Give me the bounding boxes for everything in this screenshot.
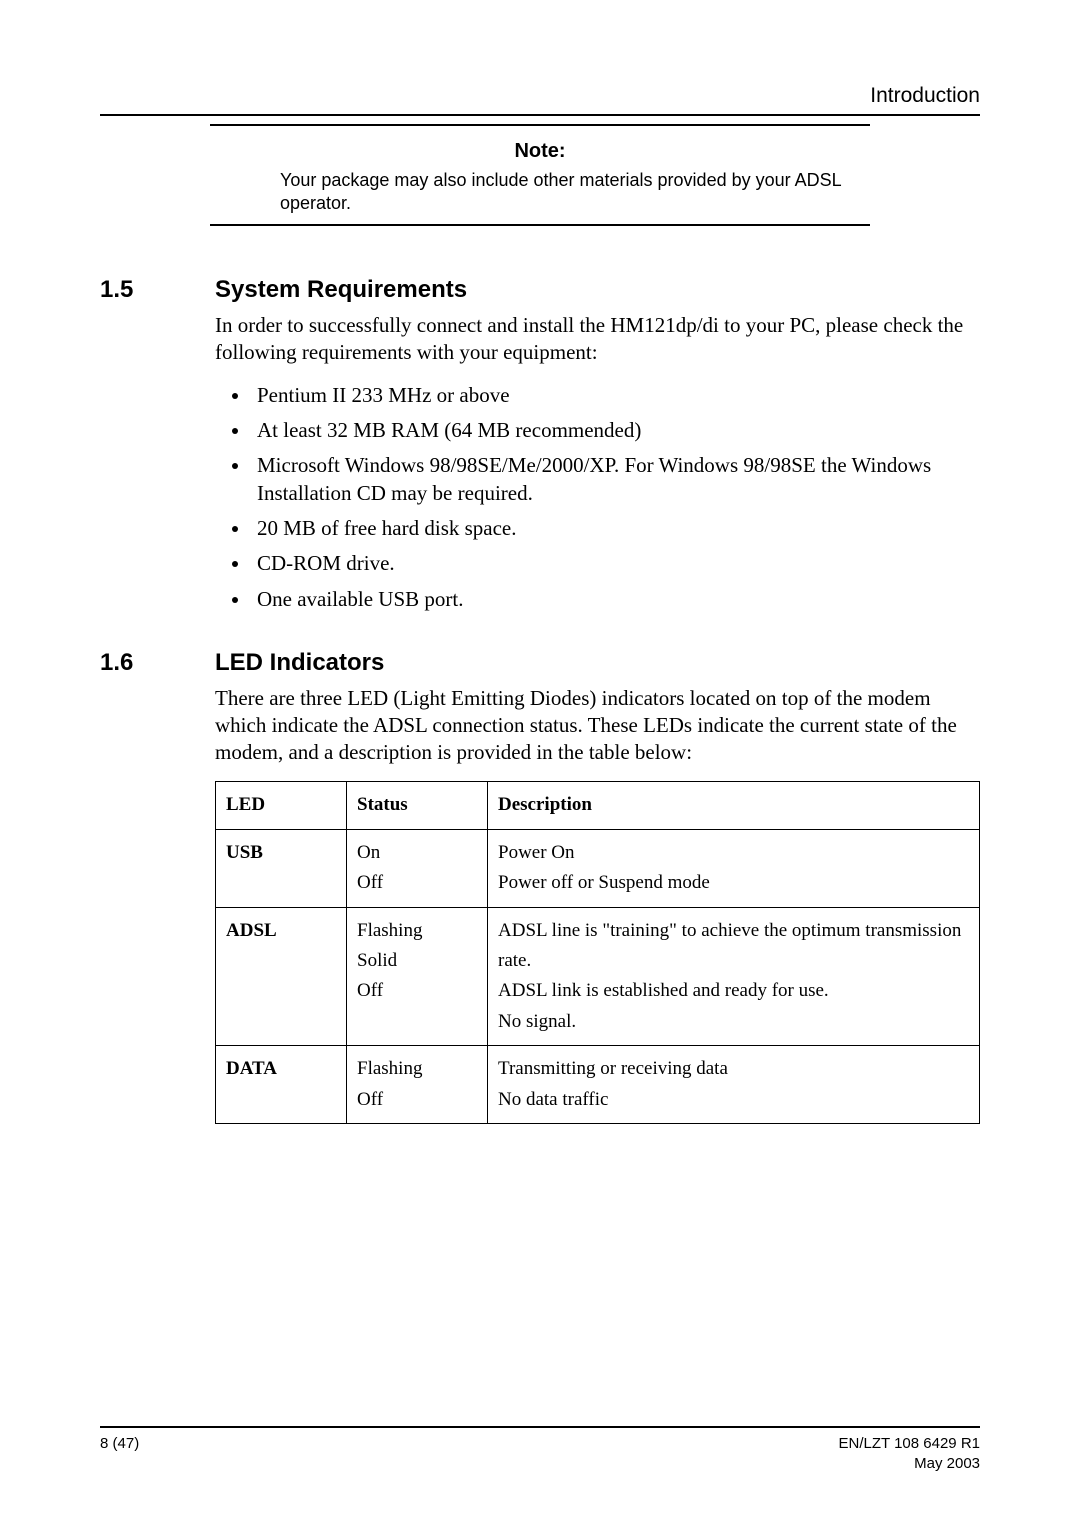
table-header-row: LED Status Description	[216, 782, 980, 829]
section-number: 1.5	[100, 276, 215, 639]
th-desc: Description	[488, 782, 980, 829]
section-title: LED Indicators	[215, 649, 980, 677]
list-item: 20 MB of free hard disk space.	[251, 515, 980, 542]
led-intro: There are three LED (Light Emitting Diod…	[215, 685, 980, 766]
led-table: LED Status Description USB On Off Power …	[215, 781, 980, 1124]
section-led-indicators: 1.6 LED Indicators There are three LED (…	[100, 649, 980, 1124]
page-footer: 8 (47) EN/LZT 108 6429 R1 May 2003	[100, 1426, 980, 1475]
th-led: LED	[216, 782, 347, 829]
status-line: Flashing	[357, 1054, 477, 1084]
th-status: Status	[347, 782, 488, 829]
list-item: CD-ROM drive.	[251, 550, 980, 577]
cell-status: Flashing Solid Off	[347, 907, 488, 1046]
list-item: One available USB port.	[251, 586, 980, 613]
desc-line: Transmitting or receiving data	[498, 1054, 969, 1084]
section-number: 1.6	[100, 649, 215, 1124]
cell-led: USB	[216, 829, 347, 907]
list-item: Microsoft Windows 98/98SE/Me/2000/XP. Fo…	[251, 452, 980, 507]
desc-line: Power On	[498, 838, 969, 868]
table-row: USB On Off Power On Power off or Suspend…	[216, 829, 980, 907]
cell-desc: Transmitting or receiving data No data t…	[488, 1046, 980, 1124]
table-row: DATA Flashing Off Transmitting or receiv…	[216, 1046, 980, 1124]
sys-req-list: Pentium II 233 MHz or above At least 32 …	[215, 382, 980, 613]
footer-docid: EN/LZT 108 6429 R1	[839, 1434, 980, 1454]
status-line: Solid	[357, 946, 477, 976]
note-bottom-rule	[210, 224, 870, 226]
status-line: Off	[357, 1085, 477, 1115]
page: Introduction Note: Your package may also…	[0, 0, 1080, 1528]
note-title: Note:	[210, 140, 870, 163]
status-line: Off	[357, 976, 477, 1006]
section-body: System Requirements In order to successf…	[215, 276, 980, 639]
note-block: Note: Your package may also include othe…	[210, 124, 870, 226]
footer-date: May 2003	[839, 1454, 980, 1474]
list-item: At least 32 MB RAM (64 MB recommended)	[251, 417, 980, 444]
footer-row: 8 (47) EN/LZT 108 6429 R1 May 2003	[100, 1434, 980, 1475]
section-title: System Requirements	[215, 276, 980, 304]
note-top-rule	[210, 124, 870, 126]
sys-req-intro: In order to successfully connect and ins…	[215, 312, 980, 366]
desc-line: ADSL link is established and ready for u…	[498, 976, 969, 1006]
desc-line: Power off or Suspend mode	[498, 868, 969, 898]
cell-desc: Power On Power off or Suspend mode	[488, 829, 980, 907]
footer-right: EN/LZT 108 6429 R1 May 2003	[839, 1434, 980, 1475]
desc-line: No signal.	[498, 1007, 969, 1037]
table-row: ADSL Flashing Solid Off ADSL line is "tr…	[216, 907, 980, 1046]
top-rule	[100, 114, 980, 116]
desc-line: No data traffic	[498, 1085, 969, 1115]
cell-status: On Off	[347, 829, 488, 907]
status-line: Flashing	[357, 916, 477, 946]
footer-left: 8 (47)	[100, 1434, 139, 1475]
cell-led: DATA	[216, 1046, 347, 1124]
section-system-requirements: 1.5 System Requirements In order to succ…	[100, 276, 980, 639]
desc-line: ADSL line is "training" to achieve the o…	[498, 916, 969, 977]
status-line: On	[357, 838, 477, 868]
section-body: LED Indicators There are three LED (Ligh…	[215, 649, 980, 1124]
cell-led: ADSL	[216, 907, 347, 1046]
note-text: Your package may also include other mate…	[210, 169, 870, 214]
cell-desc: ADSL line is "training" to achieve the o…	[488, 907, 980, 1046]
status-line: Off	[357, 868, 477, 898]
cell-status: Flashing Off	[347, 1046, 488, 1124]
footer-rule	[100, 1426, 980, 1428]
list-item: Pentium II 233 MHz or above	[251, 382, 980, 409]
running-head: Introduction	[100, 84, 980, 108]
